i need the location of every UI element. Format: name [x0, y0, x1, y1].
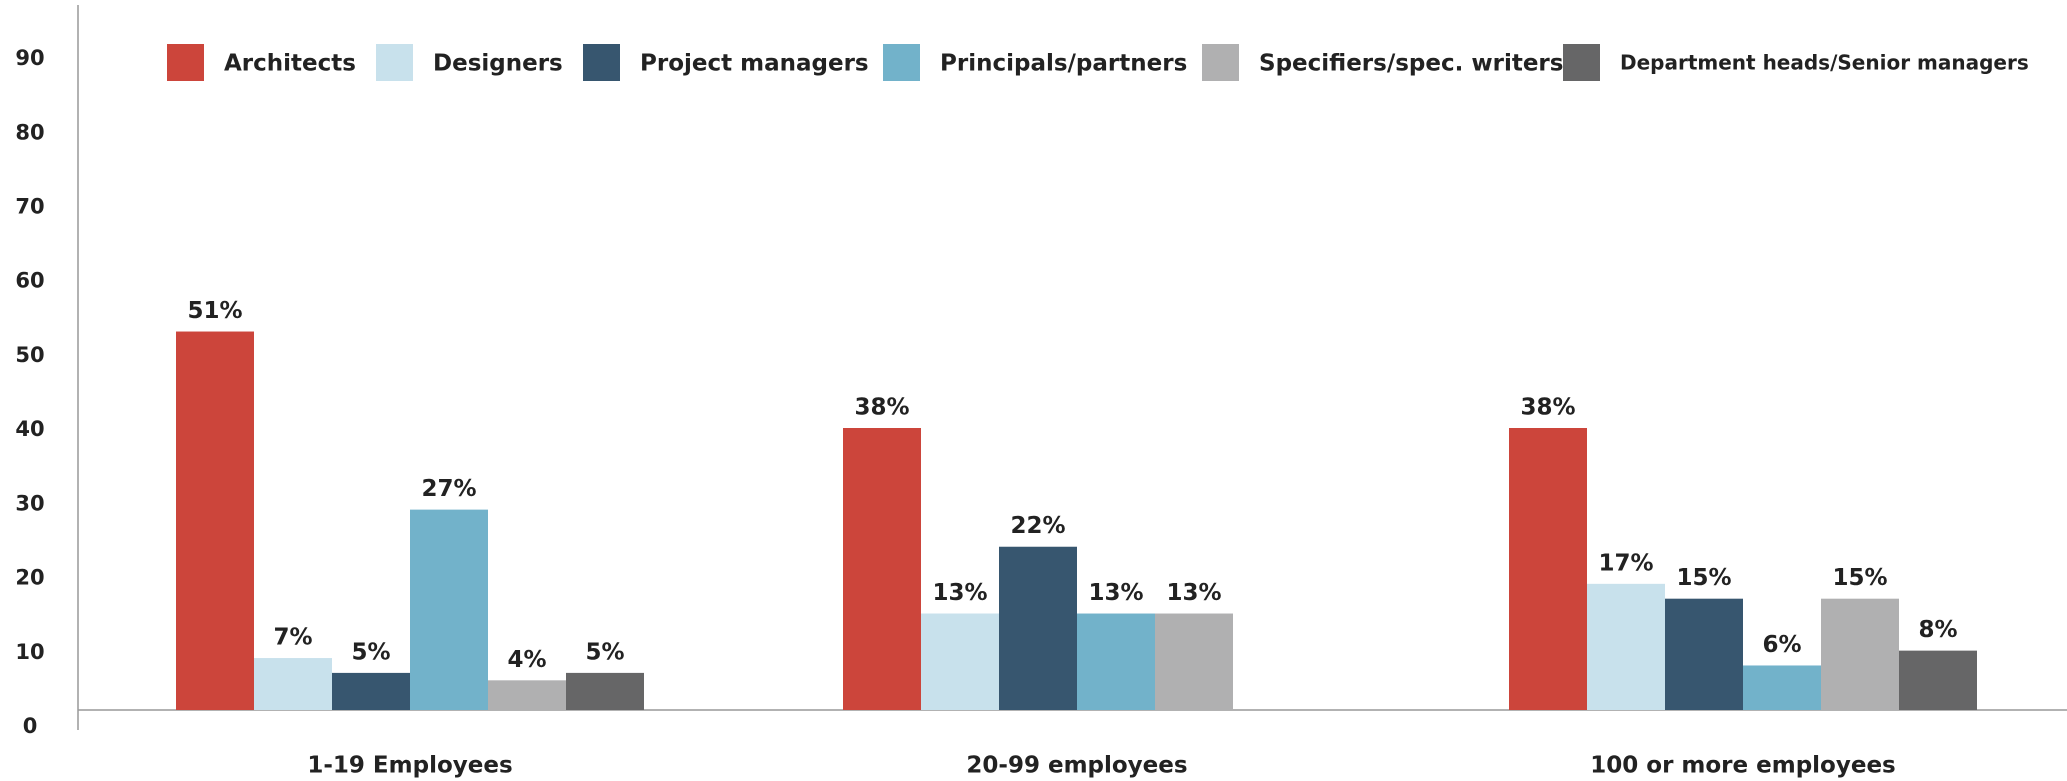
bar [1821, 598, 1899, 710]
value-label: 51% [187, 298, 242, 324]
bar [410, 509, 488, 710]
bar [1077, 613, 1155, 710]
value-label: 17% [1598, 550, 1653, 576]
bar [1899, 650, 1977, 710]
value-label: 22% [1010, 513, 1065, 539]
bar [254, 658, 332, 710]
value-label: 8% [1918, 617, 1957, 643]
legend-swatch [1563, 44, 1600, 81]
value-label: 6% [1762, 632, 1801, 658]
bar [566, 672, 644, 710]
y-tick-label: 90 [15, 46, 44, 70]
bar [1155, 613, 1233, 710]
legend-label: Architects [224, 51, 356, 77]
value-label: 15% [1676, 565, 1731, 591]
y-tick-label: 80 [15, 120, 44, 144]
legend-label: Principals/partners [940, 51, 1187, 77]
legend-swatch [167, 44, 204, 81]
bar [843, 428, 921, 710]
value-label: 15% [1832, 565, 1887, 591]
legend-label: Project managers [640, 51, 869, 77]
legend-swatch [583, 44, 620, 81]
bar [1743, 665, 1821, 710]
value-label: 27% [421, 476, 476, 502]
value-label: 4% [507, 647, 546, 673]
value-label: 38% [1520, 395, 1575, 421]
y-tick-label: 30 [15, 491, 44, 515]
value-label: 7% [273, 625, 312, 651]
bar [1587, 583, 1665, 710]
x-tick-label: 20-99 employees [966, 753, 1187, 779]
bar [921, 613, 999, 710]
y-tick-label: 0 [23, 714, 38, 738]
y-tick-label: 10 [15, 640, 44, 664]
value-label: 5% [585, 639, 624, 665]
value-label: 5% [351, 639, 390, 665]
bar [488, 680, 566, 710]
bar [1665, 598, 1743, 710]
y-tick-label: 40 [15, 417, 44, 441]
y-tick-label: 70 [15, 195, 44, 219]
bar [999, 546, 1077, 710]
legend-swatch [376, 44, 413, 81]
value-label: 38% [854, 395, 909, 421]
bar [1509, 428, 1587, 710]
y-tick-label: 60 [15, 269, 44, 293]
legend-label: Specifiers/spec. writers [1259, 51, 1563, 77]
y-tick-label: 50 [15, 343, 44, 367]
bar [332, 672, 410, 710]
x-tick-label: 1-19 Employees [307, 753, 512, 779]
legend-label: Designers [433, 51, 563, 77]
y-tick-label: 20 [15, 566, 44, 590]
x-tick-label: 100 or more employees [1590, 753, 1895, 779]
legend-swatch [1202, 44, 1239, 81]
value-label: 13% [1166, 580, 1221, 606]
value-label: 13% [1088, 580, 1143, 606]
value-label: 13% [932, 580, 987, 606]
bar [176, 331, 254, 710]
legend-swatch [883, 44, 920, 81]
legend-label: Department heads/Senior managers [1620, 51, 2029, 75]
